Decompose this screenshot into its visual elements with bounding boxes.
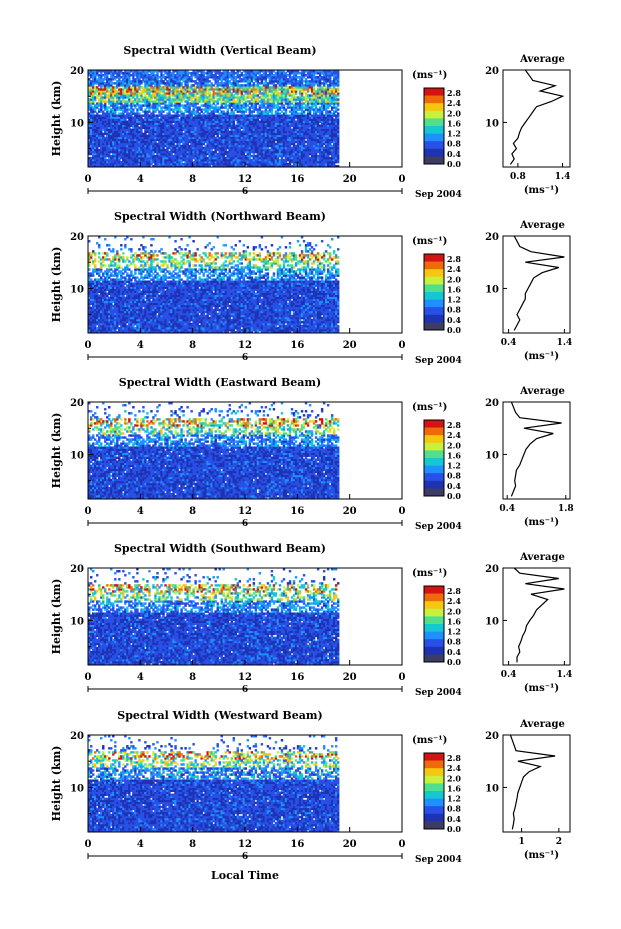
panel-0: Spectral Width (Vertical Beam)2010Height…: [50, 44, 570, 200]
panels-group: Spectral Width (Vertical Beam)2010Height…: [50, 44, 574, 865]
panel-title: Spectral Width (Vertical Beam): [123, 44, 316, 57]
heatmap-cell: [223, 110, 225, 112]
heatmap-cells: [88, 70, 339, 167]
